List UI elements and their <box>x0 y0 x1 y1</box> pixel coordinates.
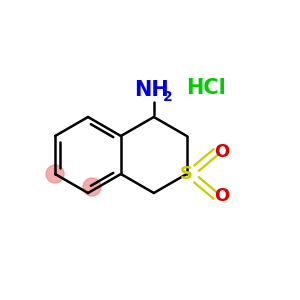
Circle shape <box>46 165 64 183</box>
Circle shape <box>83 178 101 196</box>
Text: HCl: HCl <box>186 78 226 98</box>
Text: O: O <box>214 187 230 205</box>
Text: O: O <box>214 143 230 161</box>
Text: S: S <box>180 165 193 183</box>
Text: 2: 2 <box>163 90 173 104</box>
Text: NH: NH <box>134 80 169 100</box>
